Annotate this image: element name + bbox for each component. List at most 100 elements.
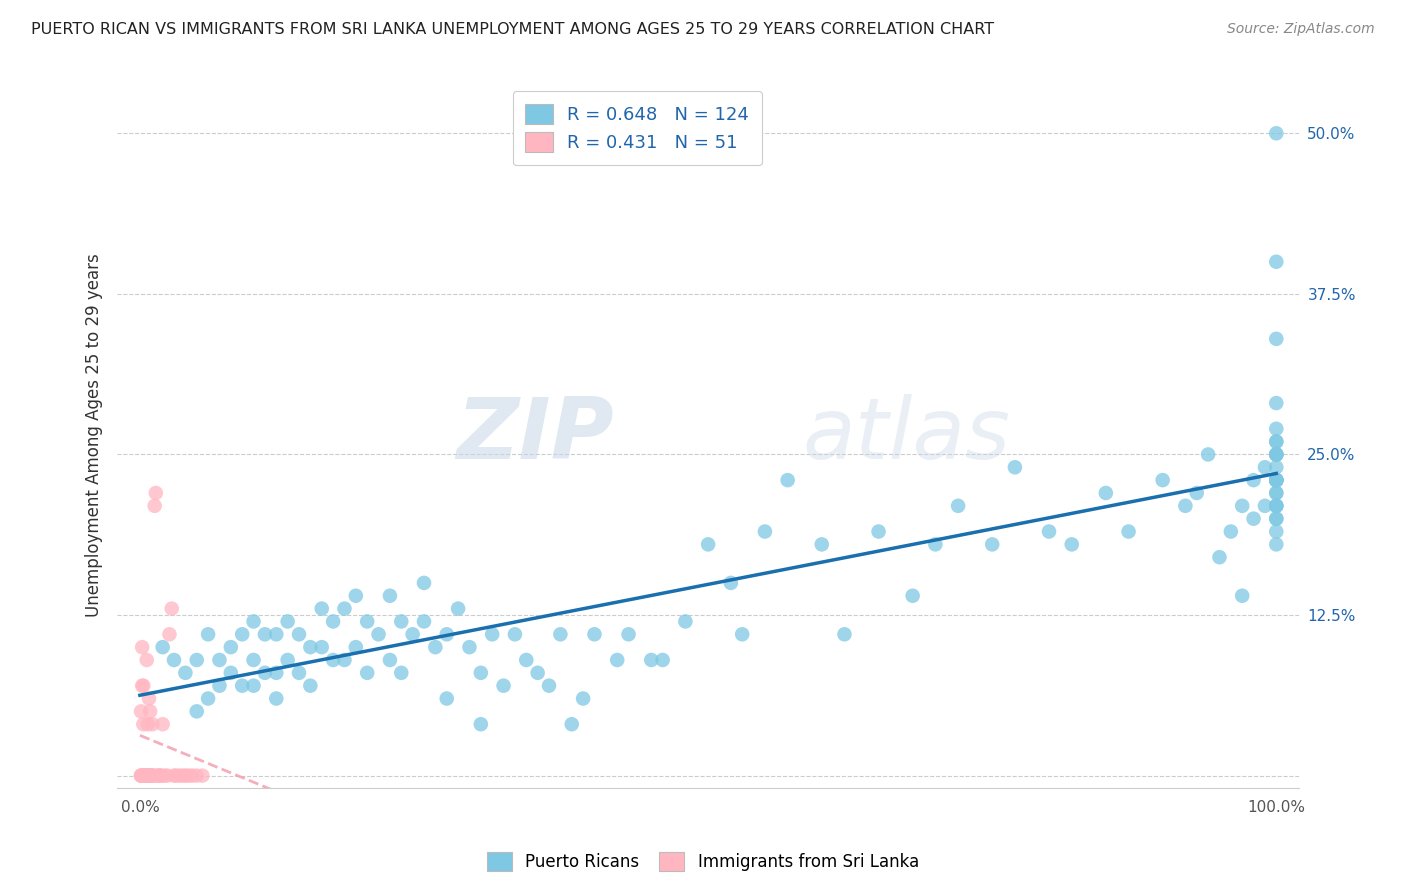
Point <box>561 717 583 731</box>
Point <box>141 769 163 783</box>
Text: ZIP: ZIP <box>456 393 613 476</box>
Point <box>169 769 191 783</box>
Point <box>413 575 436 590</box>
Point <box>145 486 167 500</box>
Point <box>1265 460 1288 475</box>
Point <box>219 640 242 654</box>
Point <box>537 679 560 693</box>
Point <box>1265 537 1288 551</box>
Point <box>1265 447 1288 461</box>
Text: PUERTO RICAN VS IMMIGRANTS FROM SRI LANKA UNEMPLOYMENT AMONG AGES 25 TO 29 YEARS: PUERTO RICAN VS IMMIGRANTS FROM SRI LANK… <box>31 22 994 37</box>
Point <box>1265 434 1288 449</box>
Point <box>311 601 333 615</box>
Point <box>1243 473 1265 487</box>
Point <box>1219 524 1241 539</box>
Point <box>1265 447 1288 461</box>
Point <box>149 769 172 783</box>
Point <box>231 679 253 693</box>
Point <box>697 537 720 551</box>
Point <box>253 627 276 641</box>
Point <box>1265 473 1288 487</box>
Point <box>150 769 173 783</box>
Point <box>572 691 595 706</box>
Point <box>367 627 389 641</box>
Point <box>242 615 264 629</box>
Point <box>277 615 299 629</box>
Point <box>1265 511 1288 525</box>
Point <box>152 717 174 731</box>
Point <box>550 627 572 641</box>
Point <box>1208 550 1230 565</box>
Point <box>776 473 799 487</box>
Point <box>131 769 153 783</box>
Point <box>129 769 152 783</box>
Point <box>174 769 197 783</box>
Point <box>333 601 356 615</box>
Point <box>135 653 157 667</box>
Point <box>640 653 662 667</box>
Point <box>148 769 170 783</box>
Point <box>174 665 197 680</box>
Point <box>134 769 156 783</box>
Point <box>1265 499 1288 513</box>
Point <box>344 589 367 603</box>
Point <box>181 769 204 783</box>
Point <box>134 769 156 783</box>
Point <box>1254 460 1277 475</box>
Point <box>868 524 890 539</box>
Point <box>503 627 526 641</box>
Point <box>131 640 153 654</box>
Point <box>1265 473 1288 487</box>
Point <box>754 524 776 539</box>
Point <box>1197 447 1219 461</box>
Point <box>1265 434 1288 449</box>
Point <box>143 499 166 513</box>
Point <box>288 665 311 680</box>
Point <box>165 769 187 783</box>
Point <box>436 627 458 641</box>
Point <box>177 769 200 783</box>
Point <box>413 615 436 629</box>
Point <box>356 665 378 680</box>
Point <box>132 717 155 731</box>
Point <box>1118 524 1140 539</box>
Point <box>1152 473 1174 487</box>
Point <box>731 627 754 641</box>
Point <box>1254 499 1277 513</box>
Point <box>1243 511 1265 525</box>
Point <box>186 705 208 719</box>
Point <box>242 679 264 693</box>
Point <box>901 589 924 603</box>
Point <box>1265 486 1288 500</box>
Point <box>1265 396 1288 410</box>
Point <box>356 615 378 629</box>
Point <box>299 640 322 654</box>
Point <box>1265 332 1288 346</box>
Point <box>606 653 628 667</box>
Point <box>231 627 253 641</box>
Point <box>134 769 156 783</box>
Point <box>1060 537 1083 551</box>
Point <box>389 615 412 629</box>
Point <box>186 653 208 667</box>
Point <box>526 665 548 680</box>
Point <box>160 601 183 615</box>
Point <box>242 653 264 667</box>
Point <box>135 769 157 783</box>
Point <box>197 627 219 641</box>
Point <box>1265 499 1288 513</box>
Point <box>1265 499 1288 513</box>
Point <box>436 691 458 706</box>
Point <box>1004 460 1026 475</box>
Point <box>131 679 153 693</box>
Point <box>1265 511 1288 525</box>
Point <box>141 769 163 783</box>
Point <box>208 679 231 693</box>
Text: Source: ZipAtlas.com: Source: ZipAtlas.com <box>1227 22 1375 37</box>
Point <box>311 640 333 654</box>
Point <box>197 691 219 706</box>
Point <box>1265 473 1288 487</box>
Point <box>924 537 946 551</box>
Point <box>378 589 401 603</box>
Point <box>673 615 696 629</box>
